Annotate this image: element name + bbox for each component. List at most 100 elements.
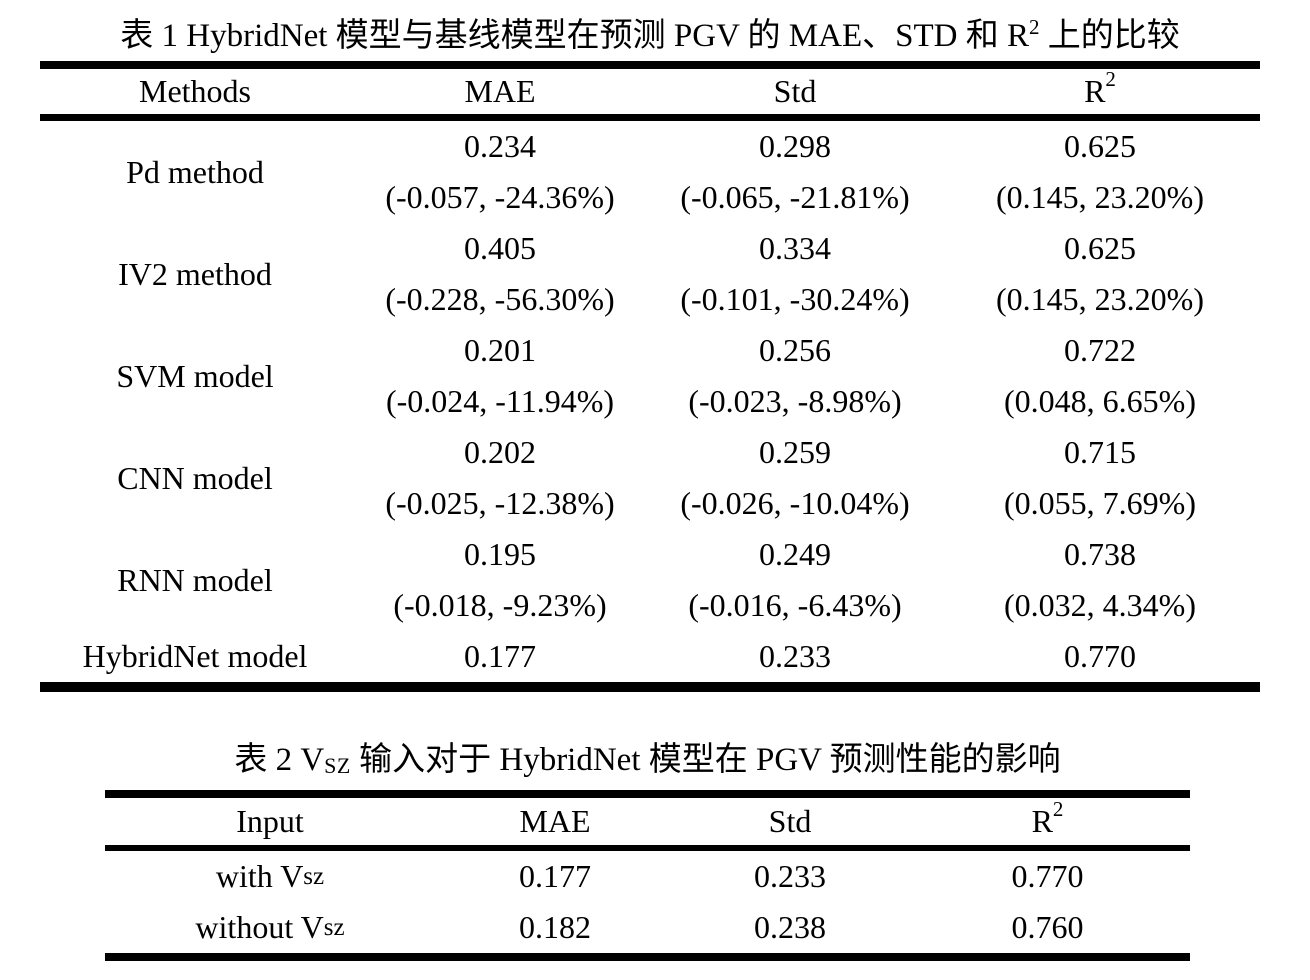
- mae-cell: 0.195 (-0.018, -9.23%): [350, 529, 650, 631]
- std-delta: (-0.065, -21.81%): [680, 179, 910, 215]
- r2-value: 0.738: [1064, 536, 1136, 572]
- mae-cell: 0.405 (-0.228, -56.30%): [350, 223, 650, 325]
- mae-value: 0.177: [464, 638, 536, 674]
- std-cell: 0.259 (-0.026, -10.04%): [650, 427, 940, 529]
- mae-value: 0.182: [519, 909, 591, 945]
- input-label: with V: [215, 858, 304, 894]
- table-row-rnn-model: RNN model 0.195 (-0.018, -9.23%) 0.249 (…: [40, 529, 1260, 631]
- table1-title-superscript: 2: [1029, 15, 1040, 39]
- mae-value: 0.201: [464, 332, 536, 368]
- method-cell: IV2 method: [118, 255, 272, 292]
- table2-col-header-mae: MAE: [519, 803, 591, 839]
- table1-col-header-mae: MAE: [464, 73, 536, 109]
- std-value: 0.334: [759, 230, 831, 266]
- method-cell: SVM model: [116, 357, 274, 394]
- r2-value: 0.770: [1011, 858, 1084, 894]
- r2-value: 0.760: [1011, 909, 1084, 945]
- r2-cell: 0.625 (0.145, 23.20%): [940, 223, 1260, 325]
- r2-delta: (0.032, 4.34%): [1004, 587, 1196, 623]
- std-value: 0.298: [759, 128, 831, 164]
- table-row-pd-method: Pd method 0.234 (-0.057, -24.36%) 0.298 …: [40, 121, 1260, 223]
- table2: 表 2 VSZ 输入对于 HybridNet 模型在 PGV 预测性能的影响 I…: [105, 738, 1190, 961]
- table1-title-text-tail: 上的比较: [1039, 18, 1180, 54]
- r2-superscript: 2: [1052, 797, 1064, 821]
- std-cell: 0.256 (-0.023, -8.98%): [650, 325, 940, 427]
- table1-title-text: 表 1 HybridNet 模型与基线模型在预测 PGV 的 MAE、STD 和…: [120, 18, 1029, 54]
- r2-cell: 0.738 (0.032, 4.34%): [940, 529, 1260, 631]
- r2-delta: (0.145, 23.20%): [996, 281, 1204, 317]
- table1-top-rule: [40, 61, 1260, 69]
- method-cell: HybridNet model: [82, 638, 308, 674]
- r2-delta: (0.048, 6.65%): [1004, 383, 1196, 419]
- std-delta: (-0.016, -6.43%): [688, 587, 902, 623]
- table2-title-text: 表 2 V: [234, 742, 325, 778]
- table1-col-header-methods: Methods: [139, 73, 251, 109]
- mae-cell: 0.234 (-0.057, -24.36%): [350, 121, 650, 223]
- table1-title: 表 1 HybridNet 模型与基线模型在预测 PGV 的 MAE、STD 和…: [40, 14, 1260, 61]
- method-cell: Pd method: [126, 153, 264, 190]
- table1-header-rule: [40, 114, 1260, 121]
- std-delta: (-0.101, -30.24%): [680, 281, 910, 317]
- std-cell: 0.334 (-0.101, -30.24%): [650, 223, 940, 325]
- table-row-svm-model: SVM model 0.201 (-0.024, -11.94%) 0.256 …: [40, 325, 1260, 427]
- table2-col-header-std: Std: [768, 803, 812, 839]
- r2-value: 0.722: [1064, 332, 1136, 368]
- table2-title-text-tail: 输入对于 HybridNet 模型在 PGV 预测性能的影响: [350, 742, 1061, 778]
- r2-delta: (0.055, 7.69%): [1004, 485, 1196, 521]
- input-label-sz: sz: [303, 862, 325, 890]
- table1: 表 1 HybridNet 模型与基线模型在预测 PGV 的 MAE、STD 和…: [40, 14, 1260, 692]
- r2-value: 0.715: [1064, 434, 1136, 470]
- std-cell: 0.298 (-0.065, -21.81%): [650, 121, 940, 223]
- table2-title: 表 2 VSZ 输入对于 HybridNet 模型在 PGV 预测性能的影响: [105, 738, 1190, 785]
- r2-value: 0.770: [1064, 638, 1136, 674]
- mae-cell: 0.201 (-0.024, -11.94%): [350, 325, 650, 427]
- table-row-cnn-model: CNN model 0.202 (-0.025, -12.38%) 0.259 …: [40, 427, 1260, 529]
- table2-col-header-input: Input: [236, 803, 304, 839]
- mae-delta: (-0.228, -56.30%): [385, 281, 615, 317]
- r2-cell: 0.722 (0.048, 6.65%): [940, 325, 1260, 427]
- std-value: 0.249: [759, 536, 831, 572]
- r2-value: 0.625: [1064, 128, 1136, 164]
- table1-bottom-rule: [40, 682, 1260, 692]
- r2-superscript: 2: [1105, 67, 1116, 91]
- mae-value: 0.195: [464, 536, 536, 572]
- mae-delta: (-0.025, -12.38%): [385, 485, 615, 521]
- std-value: 0.256: [759, 332, 831, 368]
- mae-delta: (-0.024, -11.94%): [385, 383, 615, 419]
- table2-header-rule: [105, 845, 1190, 851]
- input-label: without V: [195, 909, 324, 945]
- r2-cell: 0.715 (0.055, 7.69%): [940, 427, 1260, 529]
- std-cell: 0.249 (-0.016, -6.43%): [650, 529, 940, 631]
- method-cell: RNN model: [117, 561, 273, 598]
- mae-value: 0.177: [519, 858, 591, 894]
- table2-title-subscript: SZ: [324, 753, 351, 778]
- table-row-iv2-method: IV2 method 0.405 (-0.228, -56.30%) 0.334…: [40, 223, 1260, 325]
- std-value: 0.233: [754, 858, 826, 894]
- r2-value: 0.625: [1064, 230, 1136, 266]
- mae-value: 0.234: [464, 128, 536, 164]
- std-delta: (-0.026, -10.04%): [680, 485, 910, 521]
- r2-delta: (0.145, 23.20%): [996, 179, 1204, 215]
- r2-cell: 0.625 (0.145, 23.20%): [940, 121, 1260, 223]
- table2-top-rule: [105, 790, 1190, 798]
- r2-base: R: [1031, 803, 1053, 839]
- table1-col-header-std: Std: [773, 73, 817, 109]
- input-label-sz: sz: [323, 913, 345, 941]
- table2-bottom-rule: [105, 953, 1190, 961]
- mae-value: 0.202: [464, 434, 536, 470]
- mae-cell: 0.202 (-0.025, -12.38%): [350, 427, 650, 529]
- std-value: 0.233: [759, 638, 831, 674]
- method-cell: CNN model: [117, 459, 273, 496]
- mae-delta: (-0.018, -9.23%): [393, 587, 607, 623]
- std-value: 0.238: [754, 909, 826, 945]
- mae-value: 0.405: [464, 230, 536, 266]
- std-value: 0.259: [759, 434, 831, 470]
